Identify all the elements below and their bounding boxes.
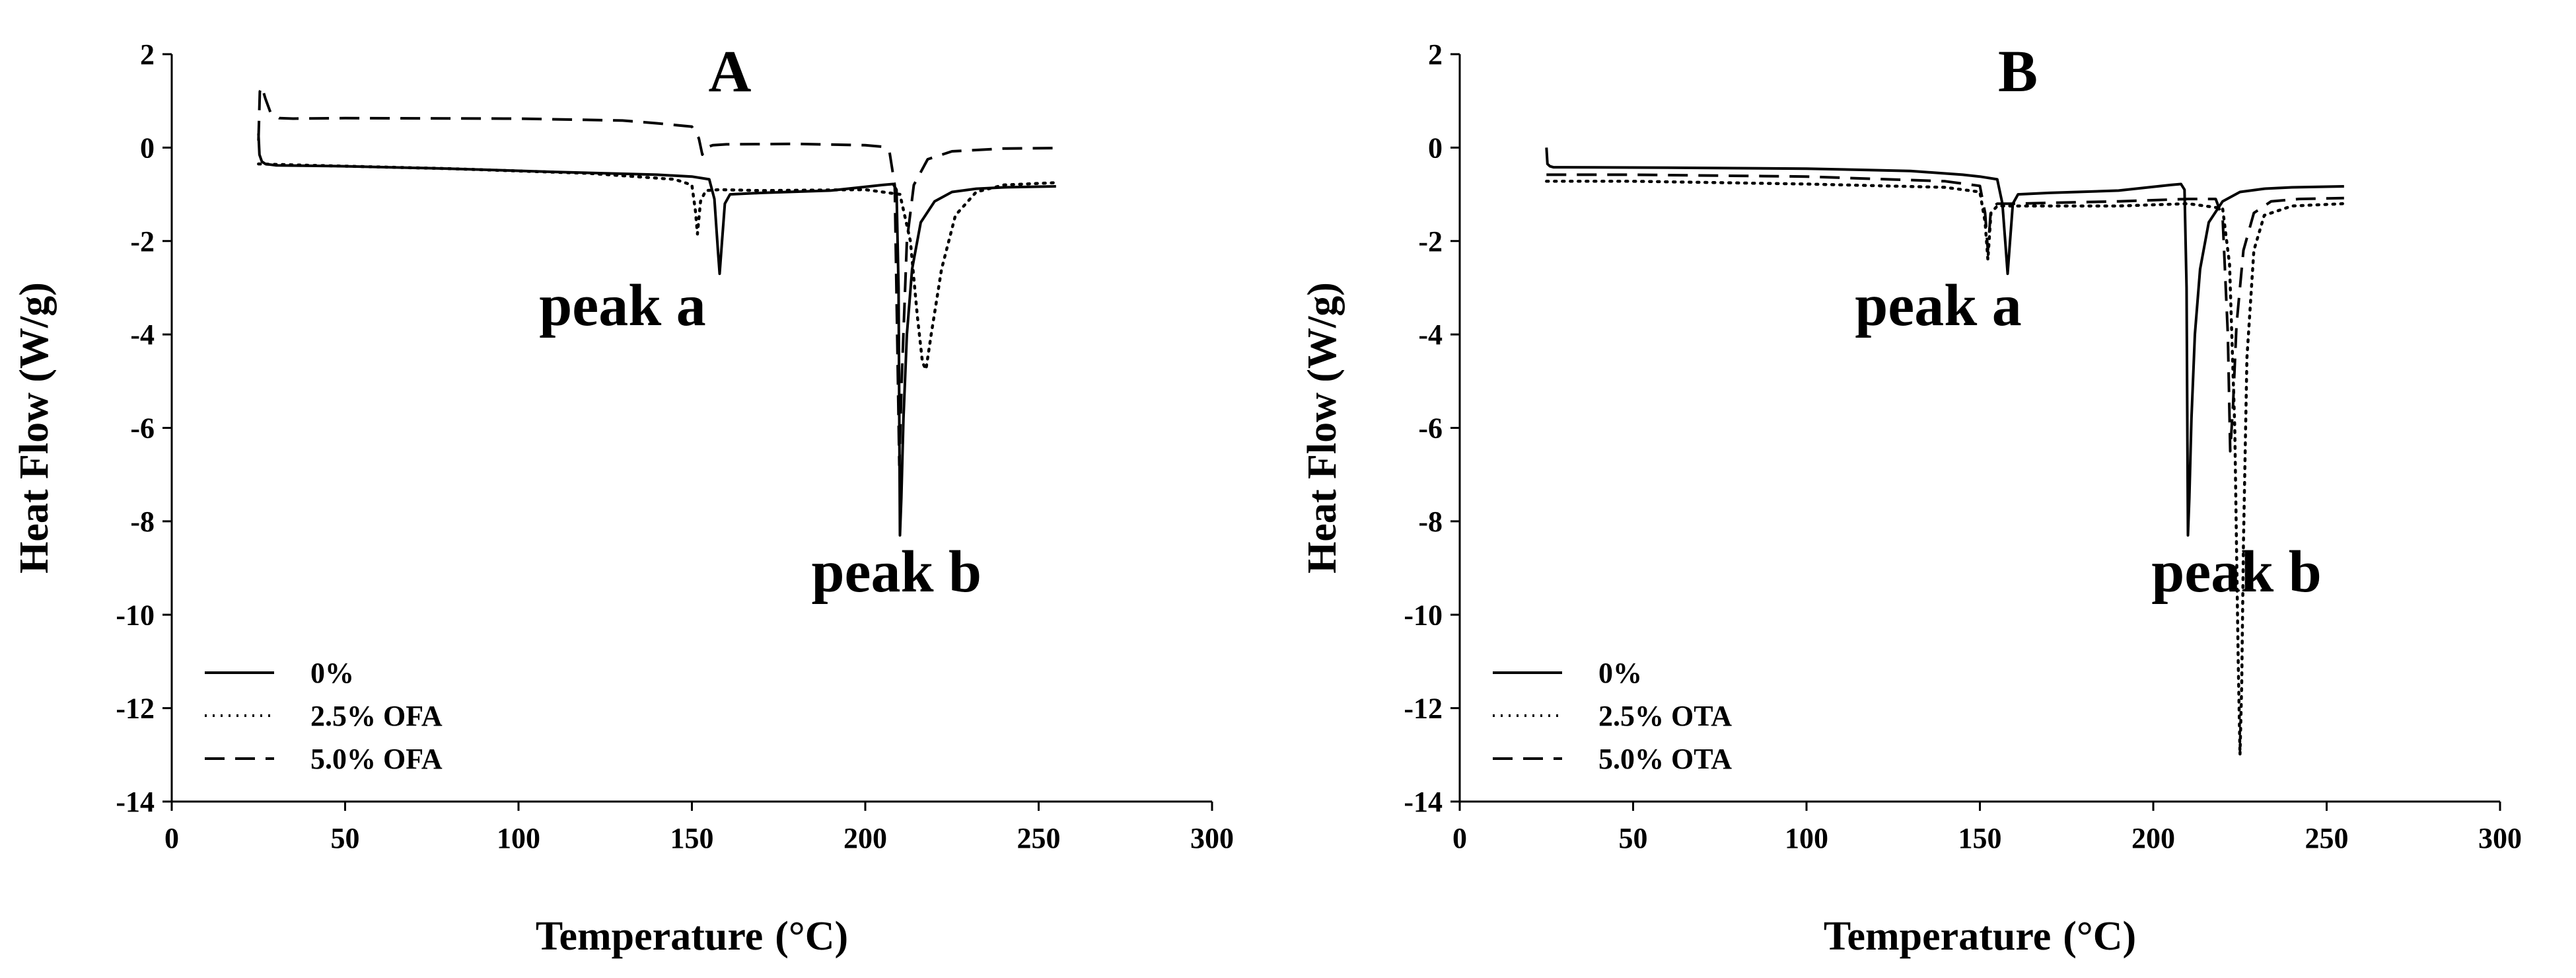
series-line-dotted (257, 162, 1058, 371)
y-tick-label: -10 (116, 599, 155, 631)
y-tick-label: -10 (1404, 599, 1443, 631)
annotation-label: peak b (811, 539, 982, 605)
series-line-dotted (1545, 180, 2346, 757)
x-tick-label: 300 (2478, 822, 2522, 854)
x-tick-label: 50 (1619, 822, 1648, 854)
x-axis-title: Temperature (°C) (536, 914, 848, 959)
x-tick-label: 100 (1785, 822, 1828, 854)
chart-a-svg: 2 0 -2 -4 -6 -8 -10 -12 -14 0 50 100 150 200 250 300 Tem… (12, 38, 1234, 959)
x-tick-label: 200 (843, 822, 887, 854)
x-tick-label: 50 (331, 822, 360, 854)
annotation-label: peak a (539, 273, 706, 338)
legend-label: 2.5% OFA (310, 700, 443, 732)
x-axis-title: Temperature (°C) (1824, 914, 2136, 959)
legend-label: 0% (310, 657, 354, 689)
x-tick-label: 0 (164, 822, 179, 854)
series-line-solid (1545, 147, 2344, 537)
y-tick-label: -4 (1418, 319, 1443, 351)
legend-label: 5.0% OFA (310, 743, 443, 775)
y-tick-label: -4 (130, 319, 155, 351)
y-tick-label: -12 (1404, 693, 1443, 725)
x-tick-label: 100 (497, 822, 540, 854)
x-tick-label: 150 (1958, 822, 2002, 854)
y-tick-label: -6 (1418, 412, 1443, 445)
y-tick-label: 0 (1428, 132, 1443, 164)
annotation-label: peak a (1855, 273, 2022, 338)
y-tick-label: -2 (130, 225, 155, 258)
x-axis-title-main: Temperature (1824, 914, 2051, 959)
y-axis-title: Heat Flow (W/g) (1300, 282, 1345, 574)
y-tick-label: -6 (130, 412, 155, 445)
y-tick-label: 0 (140, 132, 155, 164)
chart-panel-b: 2 0 -2 -4 -6 -8 -10 -12 -14 0 50 100 150 200 250 300 Tem… (1288, 0, 2576, 978)
y-tick-label: -8 (1418, 506, 1443, 538)
y-tick-label: -2 (1418, 225, 1443, 258)
chart-b-svg: 2 0 -2 -4 -6 -8 -10 -12 -14 0 50 100 150 200 250 300 Tem… (1300, 38, 2522, 959)
y-tick-label: 2 (140, 38, 155, 71)
y-tick-label: -14 (1404, 786, 1443, 818)
x-tick-label: 200 (2131, 822, 2175, 854)
x-axis-title-main: Temperature (536, 914, 763, 959)
x-tick-label: 150 (670, 822, 714, 854)
chart-panel-a: 2 0 -2 -4 -6 -8 -10 -12 -14 0 50 100 150 200 250 300 Tem… (12, 38, 1234, 959)
y-tick-label: 2 (1428, 38, 1443, 71)
x-tick-label: 250 (1017, 822, 1061, 854)
panel-title: B (1998, 39, 2038, 104)
panel-title: A (709, 39, 752, 104)
y-tick-label: -8 (130, 506, 155, 538)
series-line-dashed (1546, 173, 2344, 453)
series-line-dashed (257, 85, 1056, 467)
x-tick-label: 0 (1452, 822, 1467, 854)
series-line-solid (257, 133, 1056, 537)
y-axis-title: Heat Flow (W/g) (12, 282, 57, 574)
y-tick-label: -12 (116, 693, 155, 725)
x-tick-label: 250 (2305, 822, 2349, 854)
y-tick-label: -14 (116, 786, 155, 818)
x-axis-title-unit: (°C) (775, 914, 848, 959)
legend-label: 0% (1598, 657, 1642, 689)
legend-label: 2.5% OTA (1598, 700, 1732, 732)
x-tick-label: 300 (1190, 822, 1234, 854)
x-axis-title-unit: (°C) (2063, 914, 2136, 959)
legend-label: 5.0% OTA (1598, 743, 1732, 775)
